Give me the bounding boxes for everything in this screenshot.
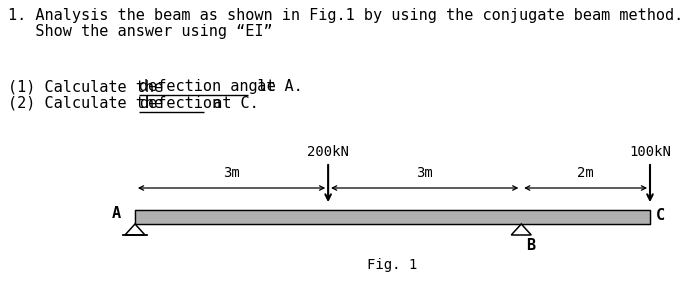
- Text: (2) Calculate the: (2) Calculate the: [8, 96, 172, 111]
- Text: at A.: at A.: [247, 79, 302, 94]
- Text: 1. Analysis the beam as shown in Fig.1 by using the conjugate beam method.: 1. Analysis the beam as shown in Fig.1 b…: [8, 8, 683, 23]
- Text: 2m: 2m: [577, 166, 594, 180]
- Text: (1) Calculate the: (1) Calculate the: [8, 79, 172, 94]
- Text: C: C: [656, 208, 665, 223]
- Text: 200kN: 200kN: [307, 145, 349, 159]
- Text: defection angle: defection angle: [138, 79, 275, 94]
- Polygon shape: [125, 224, 145, 235]
- Text: 3m: 3m: [223, 166, 240, 180]
- Text: B: B: [526, 238, 536, 253]
- Text: Fig. 1: Fig. 1: [367, 258, 418, 272]
- Text: 100kN: 100kN: [629, 145, 671, 159]
- Text: 3m: 3m: [416, 166, 433, 180]
- Polygon shape: [511, 224, 532, 235]
- Text: A: A: [112, 206, 121, 221]
- Text: defection: defection: [138, 96, 221, 111]
- Text: at C.: at C.: [204, 96, 259, 111]
- Text: Show the answer using “EI”: Show the answer using “EI”: [8, 24, 273, 39]
